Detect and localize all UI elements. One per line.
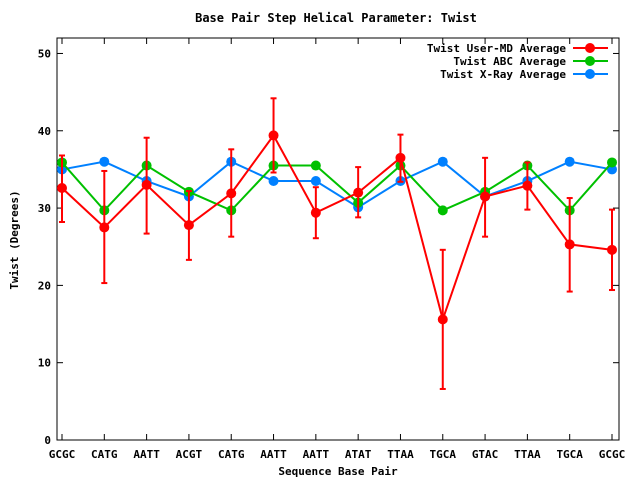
data-point [353, 187, 364, 198]
data-point [480, 191, 491, 202]
y-tick-label: 20 [38, 279, 51, 292]
x-tick-label: TGCA [556, 448, 583, 461]
x-tick-label: TTAA [387, 448, 414, 461]
series-layer [57, 97, 617, 390]
x-tick-label: ACGT [176, 448, 203, 461]
x-tick-label: TTAA [514, 448, 541, 461]
data-point [564, 156, 575, 167]
y-tick-label: 10 [38, 357, 51, 370]
y-tick-label: 30 [38, 202, 51, 215]
legend-label: Twist ABC Average [453, 55, 566, 68]
x-tick-label: ATAT [345, 448, 372, 461]
x-tick-label: GCGC [599, 448, 626, 461]
x-tick-label: AATT [133, 448, 160, 461]
data-point [564, 239, 575, 250]
data-point [607, 164, 617, 175]
data-point [607, 244, 617, 255]
x-tick-label: CATG [91, 448, 118, 461]
legend-swatch-marker [585, 69, 595, 79]
data-point [99, 222, 110, 233]
legend-label: Twist X-Ray Average [440, 68, 566, 81]
data-point [310, 207, 321, 218]
data-point [310, 176, 321, 187]
axis-ticks: 0 10 20 30 40 50 GCGC CATG AATT ACGT CATG AATT AATT A… [38, 38, 626, 461]
series-line [61, 160, 613, 209]
x-tick-label: GCGC [49, 448, 76, 461]
data-point [226, 188, 237, 199]
y-tick-label: 40 [38, 125, 51, 138]
series-0 [57, 97, 617, 390]
x-axis-label: Sequence Base Pair [278, 465, 398, 478]
data-point [268, 176, 279, 187]
data-point [99, 156, 110, 167]
series-1 [57, 157, 617, 216]
series-line [61, 161, 613, 212]
x-tick-label: CATG [218, 448, 245, 461]
chart-title: Base Pair Step Helical Parameter: Twist [195, 11, 477, 25]
data-point [437, 314, 448, 325]
data-point [522, 180, 533, 191]
series-line [61, 133, 613, 323]
data-point [437, 156, 448, 167]
y-tick-label: 50 [38, 47, 51, 60]
x-tick-label: TGCA [430, 448, 457, 461]
y-tick-label: 0 [44, 434, 51, 447]
x-tick-label: AATT [303, 448, 330, 461]
x-tick-label: GTAC [472, 448, 499, 461]
y-axis-label: Twist (Degrees) [8, 190, 21, 289]
data-point [310, 160, 321, 171]
data-point [57, 182, 67, 193]
legend-swatch-marker [585, 43, 595, 53]
data-point [268, 130, 279, 141]
data-point [395, 152, 406, 163]
plot-area-frame [56, 37, 620, 441]
data-point [183, 220, 194, 231]
legend-swatch-marker [585, 56, 595, 66]
legend-label: Twist User-MD Average [427, 42, 566, 55]
data-point [607, 157, 617, 168]
x-tick-label: AATT [260, 448, 287, 461]
data-point [437, 205, 448, 216]
data-point [141, 179, 152, 190]
